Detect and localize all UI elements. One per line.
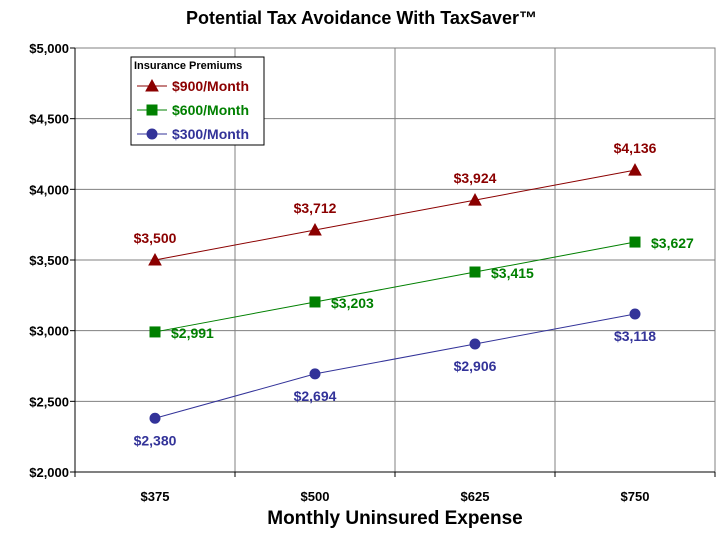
data-label: $2,991 bbox=[171, 325, 214, 341]
data-label: $3,627 bbox=[651, 235, 694, 251]
legend-entry: $600/Month bbox=[137, 102, 249, 118]
data-label: $2,380 bbox=[134, 432, 177, 448]
x-tick-label: $750 bbox=[621, 489, 650, 504]
data-label: $3,924 bbox=[454, 170, 497, 186]
data-point bbox=[469, 266, 481, 278]
legend-entry: $900/Month bbox=[137, 78, 249, 94]
data-point bbox=[628, 163, 642, 176]
y-tick-label: $4,000 bbox=[29, 182, 69, 197]
y-tick-label: $3,500 bbox=[29, 253, 69, 268]
x-tick-label: $500 bbox=[301, 489, 330, 504]
y-tick-label: $2,000 bbox=[29, 465, 69, 480]
data-point bbox=[149, 326, 161, 338]
data-label: $3,415 bbox=[491, 265, 534, 281]
y-tick-label: $4,500 bbox=[29, 112, 69, 127]
legend-entry: $300/Month bbox=[137, 126, 249, 142]
legend-marker bbox=[146, 104, 158, 116]
legend-marker bbox=[146, 128, 158, 140]
data-point bbox=[629, 236, 641, 248]
data-point bbox=[148, 252, 162, 266]
data-label: $3,500 bbox=[134, 230, 177, 246]
legend-title: Insurance Premiums bbox=[134, 60, 242, 72]
series-layer: $3,500 $3,712 $3,924 $4,136 $2,991 $3,203 $3,4… bbox=[134, 140, 694, 448]
data-label: $3,712 bbox=[294, 200, 337, 216]
legend-label: $300/Month bbox=[172, 126, 249, 142]
series-triangle: $3,500 $3,712 $3,924 $4,136 bbox=[134, 140, 657, 266]
series-line bbox=[154, 313, 636, 419]
data-label: $3,118 bbox=[614, 328, 656, 344]
series-line bbox=[154, 169, 636, 261]
data-point bbox=[629, 308, 641, 320]
y-tick-label: $3,000 bbox=[29, 324, 69, 339]
x-tick-label: $375 bbox=[141, 489, 170, 504]
series-square: $2,991 $3,203 $3,415 $3,627 bbox=[149, 235, 694, 341]
x-tick-label: $625 bbox=[461, 489, 490, 504]
series-circle: $2,380 $2,694 $2,906 $3,118 bbox=[134, 308, 656, 448]
data-point bbox=[308, 222, 322, 236]
data-point bbox=[309, 368, 321, 380]
data-point bbox=[469, 338, 481, 350]
chart-title: Potential Tax Avoidance With TaxSaver™ bbox=[186, 8, 537, 28]
legend-label: $900/Month bbox=[172, 78, 249, 94]
x-axis-label: Monthly Uninsured Expense bbox=[267, 508, 523, 529]
data-label: $3,203 bbox=[331, 295, 374, 311]
data-label: $2,694 bbox=[294, 388, 337, 404]
data-point bbox=[149, 412, 161, 424]
legend: Insurance Premiums $900/Month $600/Month $… bbox=[130, 56, 265, 146]
data-point bbox=[309, 296, 321, 308]
data-label: $2,906 bbox=[454, 358, 497, 374]
legend-marker bbox=[145, 78, 159, 92]
y-tick-label: $2,500 bbox=[29, 394, 69, 409]
series-line bbox=[154, 241, 636, 333]
legend-label: $600/Month bbox=[172, 102, 249, 118]
data-label: $4,136 bbox=[614, 140, 657, 156]
y-tick-label: $5,000 bbox=[29, 41, 69, 56]
axes: $2,000 $2,500 $3,000 $3,500 $4,000 $4,500 $5,0… bbox=[29, 41, 716, 504]
data-point bbox=[468, 193, 482, 206]
